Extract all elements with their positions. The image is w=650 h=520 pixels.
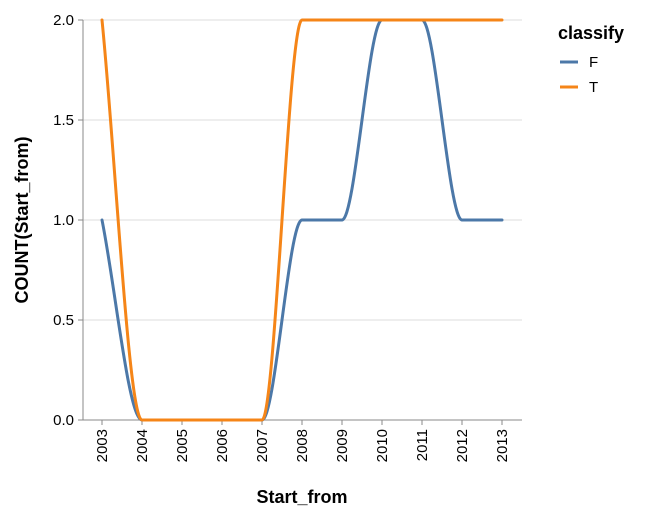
x-tick-label: 2013 — [494, 429, 511, 462]
y-tick-label: 1.0 — [53, 212, 74, 229]
x-tick-label: 2003 — [94, 429, 111, 462]
y-axis-title: COUNT(Start_from) — [12, 136, 32, 303]
x-tick-label: 2006 — [214, 429, 231, 462]
x-tick-label: 2004 — [134, 429, 151, 462]
x-tick-label: 2009 — [334, 429, 351, 462]
legend: classify FT — [558, 23, 624, 96]
x-axis: 2003 2004 2005 2006 2007 2008 2009 2010 2011 2012… — [83, 419, 522, 462]
x-tick-label: 2005 — [174, 429, 191, 462]
series-lines — [100, 18, 504, 422]
y-tick-label: 2.0 — [53, 12, 74, 29]
x-tick-label: 2012 — [454, 429, 471, 462]
x-tick-label: 2011 — [414, 429, 431, 461]
x-axis-title: Start_from — [256, 487, 347, 507]
x-tick-label: 2010 — [374, 429, 391, 462]
legend-title: classify — [558, 23, 624, 43]
legend-label-F: F — [589, 54, 598, 71]
x-tick-label: 2007 — [254, 429, 271, 462]
y-tick-label: 0.0 — [53, 412, 74, 429]
y-tick-label: 0.5 — [53, 312, 74, 329]
series-line-T — [100, 18, 504, 422]
legend-label-T: T — [589, 79, 598, 96]
y-axis: 0.0 0.5 1.0 1.5 2.0 — [53, 12, 84, 429]
y-tick-label: 1.5 — [53, 112, 74, 129]
x-tick-label: 2008 — [294, 429, 311, 462]
